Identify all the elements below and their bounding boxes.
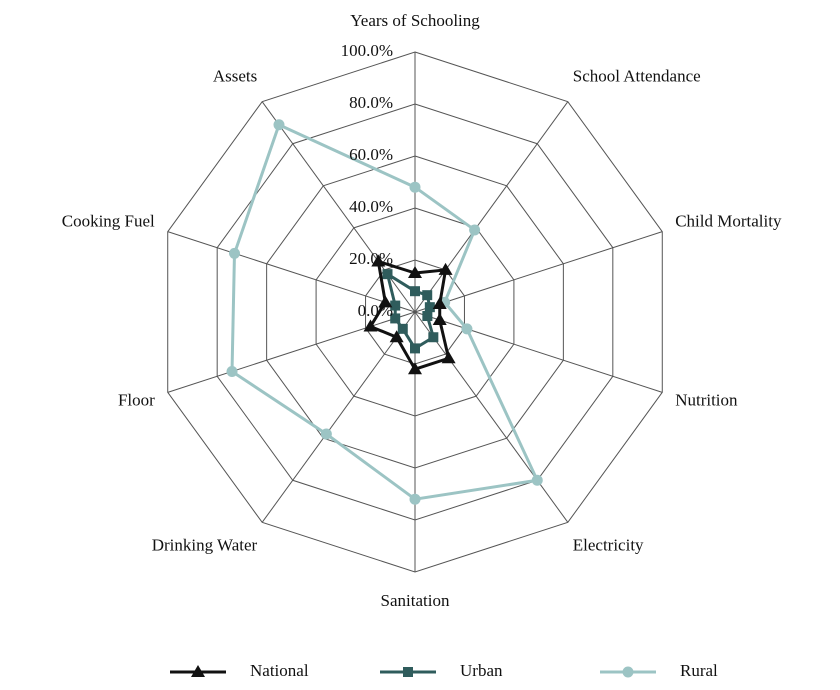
legend-label: National [250, 661, 309, 680]
marker [378, 295, 393, 308]
marker [408, 266, 422, 278]
marker [228, 247, 240, 259]
marker [409, 493, 421, 505]
marker [622, 666, 634, 678]
marker [432, 313, 447, 326]
spoke [414, 311, 663, 393]
marker [191, 665, 205, 677]
marker [397, 323, 408, 334]
marker [410, 286, 420, 297]
spoke [167, 231, 416, 313]
marker [363, 319, 378, 332]
spoke [261, 311, 416, 523]
r-tick-label: 60.0% [349, 145, 393, 164]
marker [320, 428, 332, 440]
spoke [167, 311, 416, 393]
category-label: Cooking Fuel [62, 211, 155, 230]
marker [403, 667, 413, 677]
marker [371, 254, 386, 267]
category-label: Drinking Water [152, 536, 258, 555]
marker [273, 119, 285, 131]
r-tick-label: 80.0% [349, 93, 393, 112]
marker [428, 332, 439, 343]
marker [461, 323, 473, 335]
r-tick-label: 20.0% [349, 249, 393, 268]
marker [382, 269, 393, 280]
category-label: Nutrition [675, 391, 738, 410]
category-label: Sanitation [381, 591, 450, 610]
marker [390, 300, 401, 311]
legend-label: Rural [680, 661, 718, 680]
marker [422, 290, 433, 301]
spoke [414, 311, 569, 523]
marker [441, 351, 456, 364]
r-tick-label: 100.0% [341, 41, 393, 60]
marker [422, 311, 433, 322]
marker [424, 302, 435, 313]
legend-label: Urban [460, 661, 503, 680]
spoke [414, 101, 569, 313]
marker [390, 313, 401, 324]
category-label: Electricity [573, 536, 644, 555]
r-tick-label: 40.0% [349, 197, 393, 216]
marker [438, 262, 453, 275]
marker [531, 474, 543, 486]
marker [469, 224, 481, 236]
category-label: School Attendance [573, 66, 701, 85]
r-tick-label: 0.0% [358, 301, 393, 320]
category-label: Assets [213, 66, 257, 85]
category-label: Years of Schooling [350, 11, 480, 30]
category-label: Floor [118, 391, 155, 410]
marker [389, 330, 404, 343]
spoke [414, 231, 663, 313]
category-label: Child Mortality [675, 211, 782, 230]
marker [408, 362, 422, 375]
marker [432, 296, 447, 309]
marker [410, 343, 420, 354]
marker [409, 181, 421, 193]
marker [226, 365, 238, 377]
